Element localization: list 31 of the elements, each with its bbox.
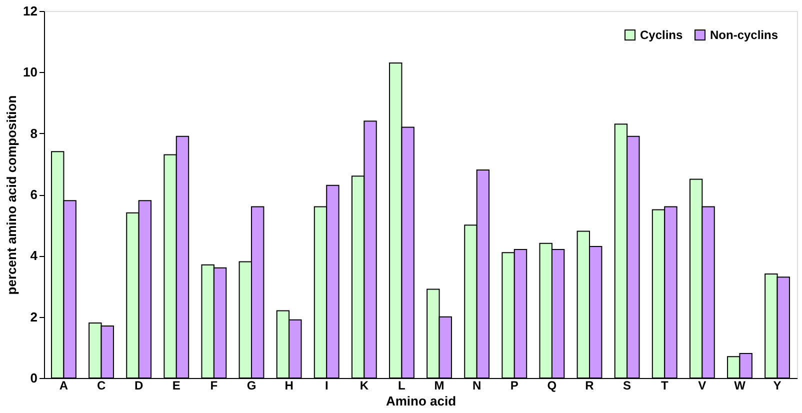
legend-label: Cyclins [640, 28, 684, 42]
x-tick-label: L [398, 378, 406, 392]
x-tick-label: P [510, 378, 518, 392]
x-tick-label: A [59, 378, 68, 392]
x-tick-label: H [284, 378, 294, 392]
y-tick-label: 10 [23, 64, 38, 80]
x-tick-label: F [210, 378, 218, 392]
x-tick-label: S [623, 378, 632, 392]
y-tick-label: 0 [30, 370, 38, 386]
x-tick-label: M [434, 378, 444, 392]
y-tick-label: 2 [30, 309, 38, 324]
x-tick-label: E [172, 378, 180, 392]
x-tick-label: V [698, 378, 706, 392]
x-tick-label: I [324, 378, 328, 392]
y-tick-label: 12 [23, 4, 38, 18]
x-tick-label: Q [547, 378, 557, 392]
y-tick-label: 6 [30, 187, 38, 202]
y-tick-label: 4 [30, 248, 38, 264]
x-tick-label: G [246, 378, 256, 392]
x-tick-label: T [660, 378, 669, 392]
x-tick-label: W [734, 378, 746, 392]
x-tick-label: C [96, 378, 106, 392]
x-tick-label: R [585, 378, 594, 392]
x-tick-label: K [360, 378, 369, 392]
x-tick-label: Y [773, 378, 782, 392]
x-tick-label: D [134, 378, 144, 392]
y-tick-label: 8 [30, 126, 38, 141]
x-tick-label: N [472, 378, 482, 392]
y-axis-title: percent amino acid composition [4, 95, 20, 295]
x-axis-title: Amino acid [386, 394, 456, 408]
legend-label: Non-cyclins [710, 28, 778, 42]
